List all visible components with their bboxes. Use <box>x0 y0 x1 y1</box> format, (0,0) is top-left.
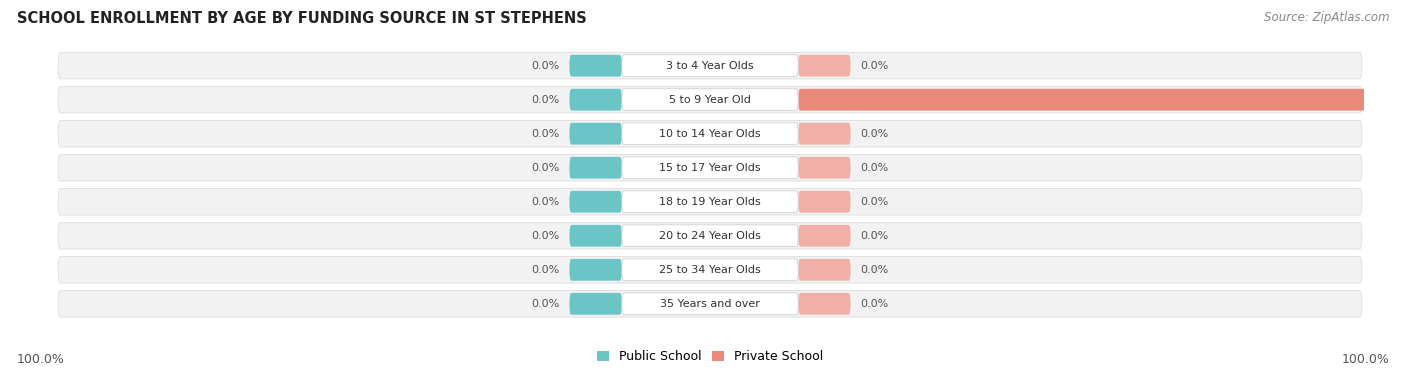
Text: 0.0%: 0.0% <box>531 265 560 275</box>
FancyBboxPatch shape <box>58 86 1362 113</box>
Text: 3 to 4 Year Olds: 3 to 4 Year Olds <box>666 61 754 70</box>
FancyBboxPatch shape <box>799 55 851 77</box>
Text: 5 to 9 Year Old: 5 to 9 Year Old <box>669 95 751 105</box>
Text: 15 to 17 Year Olds: 15 to 17 Year Olds <box>659 163 761 173</box>
FancyBboxPatch shape <box>58 222 1362 249</box>
FancyBboxPatch shape <box>569 89 621 110</box>
FancyBboxPatch shape <box>799 225 851 247</box>
FancyBboxPatch shape <box>569 157 621 179</box>
Text: 10 to 14 Year Olds: 10 to 14 Year Olds <box>659 129 761 139</box>
FancyBboxPatch shape <box>621 293 799 315</box>
Text: 0.0%: 0.0% <box>860 231 889 241</box>
FancyBboxPatch shape <box>799 191 851 213</box>
FancyBboxPatch shape <box>621 157 799 179</box>
FancyBboxPatch shape <box>799 157 851 179</box>
FancyBboxPatch shape <box>621 123 799 144</box>
Text: 0.0%: 0.0% <box>531 231 560 241</box>
Text: 0.0%: 0.0% <box>860 197 889 207</box>
Text: 0.0%: 0.0% <box>860 265 889 275</box>
FancyBboxPatch shape <box>569 191 621 213</box>
FancyBboxPatch shape <box>621 259 799 280</box>
Text: 18 to 19 Year Olds: 18 to 19 Year Olds <box>659 197 761 207</box>
FancyBboxPatch shape <box>58 256 1362 283</box>
FancyBboxPatch shape <box>58 291 1362 317</box>
FancyBboxPatch shape <box>569 293 621 315</box>
Text: Source: ZipAtlas.com: Source: ZipAtlas.com <box>1264 11 1389 24</box>
Text: 100.0%: 100.0% <box>1341 353 1389 366</box>
Text: 0.0%: 0.0% <box>860 163 889 173</box>
Text: 35 Years and over: 35 Years and over <box>659 299 761 309</box>
Legend: Public School, Private School: Public School, Private School <box>592 345 828 368</box>
Text: 20 to 24 Year Olds: 20 to 24 Year Olds <box>659 231 761 241</box>
FancyBboxPatch shape <box>799 89 1406 110</box>
Text: 0.0%: 0.0% <box>860 299 889 309</box>
FancyBboxPatch shape <box>569 225 621 247</box>
FancyBboxPatch shape <box>58 155 1362 181</box>
Text: 0.0%: 0.0% <box>860 61 889 70</box>
FancyBboxPatch shape <box>569 123 621 144</box>
FancyBboxPatch shape <box>799 123 851 144</box>
FancyBboxPatch shape <box>799 259 851 280</box>
Text: 0.0%: 0.0% <box>531 299 560 309</box>
Text: 0.0%: 0.0% <box>531 129 560 139</box>
FancyBboxPatch shape <box>569 55 621 77</box>
FancyBboxPatch shape <box>58 188 1362 215</box>
FancyBboxPatch shape <box>621 55 799 77</box>
Text: 0.0%: 0.0% <box>531 61 560 70</box>
FancyBboxPatch shape <box>799 293 851 315</box>
FancyBboxPatch shape <box>58 52 1362 79</box>
FancyBboxPatch shape <box>58 120 1362 147</box>
Text: 0.0%: 0.0% <box>860 129 889 139</box>
Text: 0.0%: 0.0% <box>531 197 560 207</box>
Text: 0.0%: 0.0% <box>531 95 560 105</box>
Text: SCHOOL ENROLLMENT BY AGE BY FUNDING SOURCE IN ST STEPHENS: SCHOOL ENROLLMENT BY AGE BY FUNDING SOUR… <box>17 11 586 26</box>
Text: 25 to 34 Year Olds: 25 to 34 Year Olds <box>659 265 761 275</box>
Text: 0.0%: 0.0% <box>531 163 560 173</box>
FancyBboxPatch shape <box>621 191 799 213</box>
FancyBboxPatch shape <box>621 89 799 110</box>
Text: 100.0%: 100.0% <box>17 353 65 366</box>
FancyBboxPatch shape <box>621 225 799 247</box>
FancyBboxPatch shape <box>569 259 621 280</box>
